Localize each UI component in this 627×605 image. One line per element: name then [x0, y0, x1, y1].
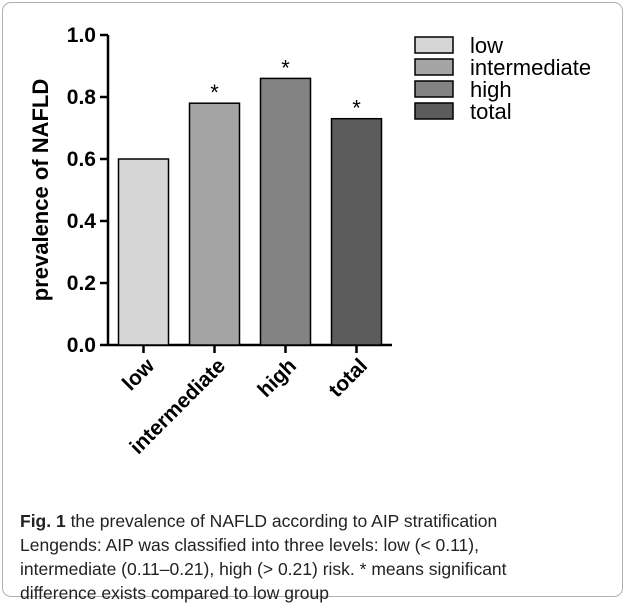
significance-marker: * [281, 55, 290, 80]
bar-low [117, 158, 170, 346]
y-tick-label: 0.8 [67, 86, 97, 109]
y-tick-label: 0.4 [67, 210, 97, 233]
caption-title: the prevalence of NAFLD according to AIP… [65, 511, 498, 531]
caption-title-line: Fig. 1 the prevalence of NAFLD according… [20, 509, 610, 533]
bar-high [259, 77, 312, 346]
y-tick-label: 1.0 [67, 24, 96, 47]
y-tick-label: 0.0 [67, 334, 96, 357]
chart-bars [117, 77, 383, 346]
significance-marker: * [210, 80, 219, 105]
y-tick-label: 0.6 [67, 148, 96, 171]
x-tick-label: total [324, 354, 372, 402]
bar-chart: 0.0 0.2 0.4 0.6 0.8 1.0 prevalence of NAFLD low… [28, 24, 591, 459]
caption-line-3: difference exists compared to low group [20, 583, 330, 603]
legend-swatch-high [414, 80, 454, 98]
legend-swatch-intermediate [414, 58, 454, 76]
figure-caption: Fig. 1 the prevalence of NAFLD according… [20, 509, 610, 605]
x-tick-label: low [118, 354, 159, 395]
x-tick-label: high [253, 354, 301, 402]
caption-line-2: intermediate (0.11–0.21), high (> 0.21) … [20, 559, 507, 579]
bar-total [330, 117, 383, 346]
legend-label-low: low [470, 33, 503, 58]
bar-intermediate [188, 102, 241, 346]
figure-frame [2, 2, 623, 597]
y-axis-label: prevalence of NAFLD [28, 79, 53, 302]
legend-label-high: high [470, 77, 512, 102]
caption-line-1: Lengends: AIP was classified into three … [20, 535, 479, 555]
legend-label-total: total [470, 99, 512, 124]
significance-marker: * [352, 96, 361, 121]
legend-swatch-low [414, 36, 454, 54]
figure-label: Fig. 1 [20, 511, 66, 531]
legend-swatch-total [414, 102, 454, 120]
y-tick-label: 0.2 [67, 272, 96, 295]
legend-label-intermediate: intermediate [470, 55, 591, 80]
